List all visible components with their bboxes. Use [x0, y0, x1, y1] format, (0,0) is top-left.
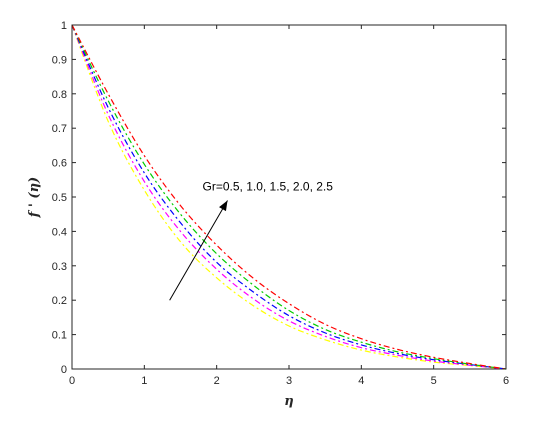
- y-tick-label: 0.6: [52, 158, 67, 170]
- x-axis-title: η: [284, 394, 293, 409]
- ticks-layer: 0 1 2 3 4 5 6 0 0.1 0.2 0.3 0.4 0.5 0.6 0.7 0.8 0.9 1: [52, 20, 509, 387]
- y-tick-label: 0.5: [52, 192, 67, 204]
- series-line-4: [71, 24, 507, 370]
- x-tick-label: 4: [358, 375, 364, 387]
- x-tick-label: 5: [431, 375, 437, 387]
- series-line-5: [71, 24, 507, 370]
- y-tick-label: 0.8: [52, 89, 67, 101]
- series-layer: [71, 24, 507, 370]
- annotation-layer: Gr=0.5, 1.0, 1.5, 2.0, 2.5: [169, 179, 334, 301]
- annotation-arrowhead: [219, 200, 228, 212]
- x-tick-label: 0: [69, 375, 75, 387]
- y-tick-label: 0.3: [52, 261, 67, 273]
- annotation-label: Gr=0.5, 1.0, 1.5, 2.0, 2.5: [203, 179, 334, 193]
- y-tick-label: 0.7: [52, 123, 67, 135]
- plot-area: [71, 24, 507, 370]
- y-tick-label: 0.4: [52, 226, 67, 238]
- x-tick-label: 1: [141, 375, 147, 387]
- x-tick-label: 3: [286, 375, 292, 387]
- y-tick-label: 1: [61, 20, 67, 32]
- y-tick-label: 0.1: [52, 330, 67, 342]
- annotation-arrow: [169, 200, 228, 301]
- y-axis-title: f ' (η): [27, 177, 42, 218]
- x-tick-label: 2: [214, 375, 220, 387]
- y-tick-label: 0.9: [52, 54, 67, 66]
- x-tick-label: 6: [503, 375, 509, 387]
- series-line-2: [71, 24, 507, 370]
- y-tick-label: 0: [61, 364, 67, 376]
- series-line-3: [71, 24, 507, 370]
- y-tick-label: 0.2: [52, 295, 67, 307]
